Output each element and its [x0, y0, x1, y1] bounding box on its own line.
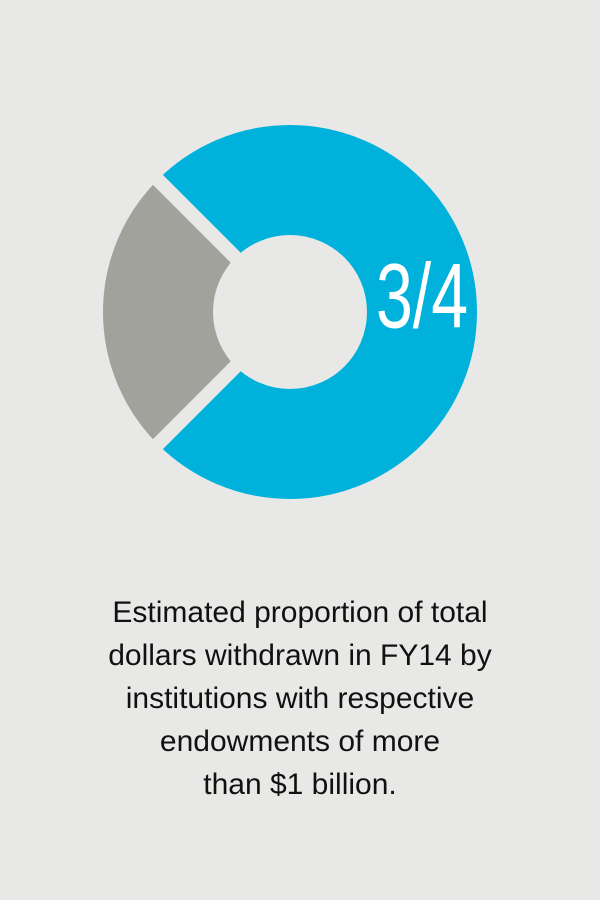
donut-slice — [142, 111, 491, 513]
caption-line: endowments of more — [160, 725, 440, 758]
value-label: 3/4 — [376, 244, 468, 347]
caption-line: than $1 billion. — [203, 768, 396, 801]
donut-slice — [89, 164, 251, 460]
caption-line: institutions with respective — [126, 682, 475, 715]
caption-line: dollars withdrawn in FY14 by — [108, 639, 492, 672]
caption-line: Estimated proportion of total — [112, 596, 487, 629]
